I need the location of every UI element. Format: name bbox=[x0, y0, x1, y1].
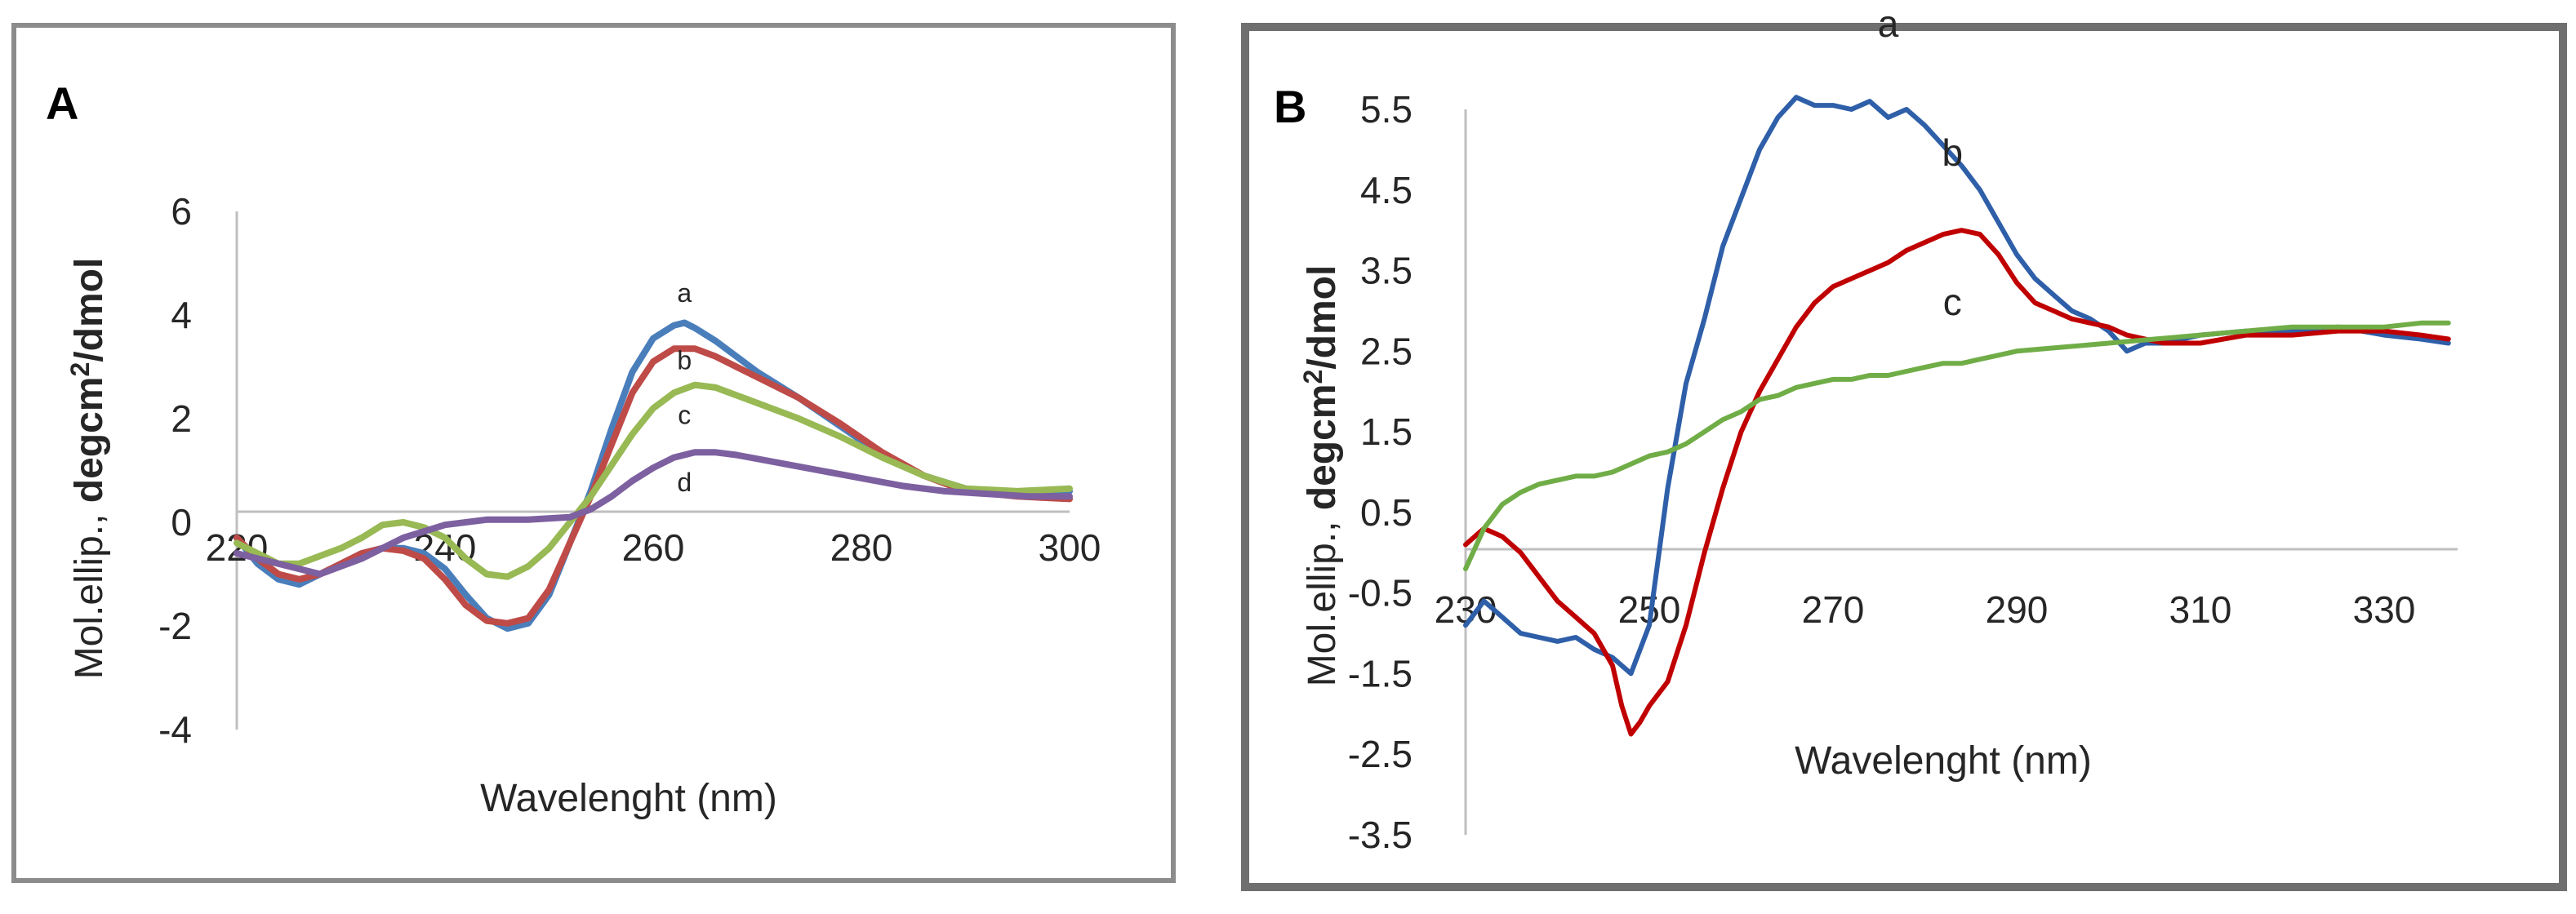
series-label-c: c bbox=[1943, 281, 1962, 323]
y-axis-label-prefix: Mol.ellip., bbox=[68, 503, 111, 679]
panel-a: A -4 -2 0 2 4 6 220 240 260 280 300 Wavelenght (nm) M… bbox=[11, 23, 1176, 883]
y-tick-label: 1.5 bbox=[1360, 410, 1413, 453]
y-axis-label-suffix: /dmol bbox=[1301, 265, 1344, 370]
y-tick-label: -4 bbox=[158, 708, 192, 751]
series-label-b: b bbox=[677, 346, 692, 375]
x-tick-label: 310 bbox=[2169, 588, 2232, 631]
y-axis-label-superscript: 2 bbox=[1298, 370, 1328, 384]
panel-b: B -3.5 -2.5 -1.5 -0.5 0.5 1.5 2.5 3.5 4.5 5.5 230 25… bbox=[1241, 2, 2567, 891]
y-axis-label-group: Mol.ellip., degcm2/dmol bbox=[65, 258, 111, 680]
y-tick-label: 4.5 bbox=[1360, 169, 1413, 211]
y-tick-label: 2.5 bbox=[1360, 330, 1413, 372]
series-label-a: a bbox=[677, 278, 692, 308]
series-line-a bbox=[1463, 95, 2451, 677]
panel-label: A bbox=[46, 78, 78, 129]
series-label-b: b bbox=[1942, 131, 1963, 174]
panel-label: B bbox=[1274, 81, 1306, 132]
y-tick-label: -3.5 bbox=[1348, 814, 1413, 856]
series-label-a: a bbox=[1878, 2, 1899, 45]
y-axis-label: Mol.ellip., degcm2/dmol bbox=[65, 258, 111, 680]
x-tick-label: 280 bbox=[830, 526, 893, 569]
series-line-c bbox=[1463, 320, 2451, 571]
y-axis-label-group: Mol.ellip., degcm2/dmol bbox=[1298, 265, 1344, 687]
y-axis-label-superscript: 2 bbox=[65, 362, 95, 377]
x-tick-label: 260 bbox=[622, 526, 685, 569]
y-tick-label: 4 bbox=[171, 294, 192, 336]
y-axis-label: Mol.ellip., degcm2/dmol bbox=[1298, 265, 1344, 687]
y-axis-label-prefix: Mol.ellip., bbox=[1301, 510, 1344, 686]
series-line-a bbox=[234, 319, 1073, 632]
series-line-b bbox=[234, 345, 1073, 627]
x-tick-label: 270 bbox=[1802, 588, 1865, 631]
x-axis-label: Wavelenght (nm) bbox=[480, 777, 777, 820]
y-tick-label: 0 bbox=[171, 501, 192, 544]
y-tick-label: 6 bbox=[171, 190, 192, 233]
y-tick-label: -0.5 bbox=[1348, 572, 1413, 615]
x-tick-label: 300 bbox=[1039, 526, 1101, 569]
y-tick-label: 2 bbox=[171, 397, 192, 440]
x-axis-label: Wavelenght (nm) bbox=[1795, 739, 2092, 783]
series-label-d: d bbox=[677, 468, 692, 497]
x-tick-label: 290 bbox=[1986, 588, 2049, 631]
y-axis-label-unit: degcm bbox=[68, 377, 111, 504]
y-tick-label: 0.5 bbox=[1360, 491, 1413, 534]
series-line-d bbox=[234, 449, 1073, 578]
y-tick-label: -1.5 bbox=[1348, 652, 1413, 694]
y-tick-label: 3.5 bbox=[1360, 250, 1413, 292]
x-tick-label: 330 bbox=[2353, 588, 2416, 631]
series-label-c: c bbox=[678, 400, 691, 429]
y-tick-label: -2 bbox=[158, 605, 192, 647]
y-axis-label-suffix: /dmol bbox=[68, 258, 111, 362]
y-tick-label: -2.5 bbox=[1348, 733, 1413, 775]
series-line-c bbox=[234, 381, 1073, 580]
y-tick-label: 5.5 bbox=[1360, 88, 1413, 131]
y-axis-label-unit: degcm bbox=[1301, 384, 1344, 511]
